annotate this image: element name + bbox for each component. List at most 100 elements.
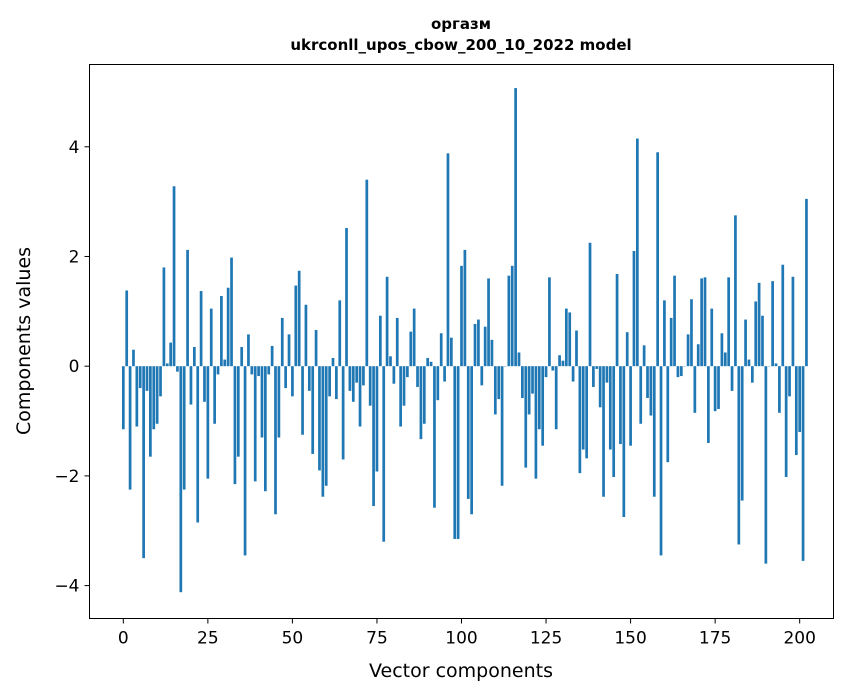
bar <box>537 366 541 430</box>
bar <box>270 345 274 367</box>
bar <box>223 359 227 367</box>
bar <box>686 334 690 367</box>
bar <box>145 366 149 391</box>
bar <box>453 366 457 539</box>
bar <box>625 332 629 367</box>
bar <box>247 334 250 367</box>
bar <box>750 366 754 383</box>
y-tick-label: 4 <box>69 138 80 158</box>
bar <box>142 366 145 559</box>
bar <box>348 366 352 391</box>
bar <box>287 334 291 367</box>
bar <box>578 366 582 474</box>
bar <box>720 333 724 367</box>
bar <box>368 366 372 406</box>
bar <box>165 363 169 367</box>
bar <box>805 198 808 367</box>
bar <box>669 317 673 367</box>
bar <box>257 366 260 377</box>
bar <box>307 366 311 391</box>
bar <box>619 366 622 445</box>
bar <box>186 249 189 367</box>
bar <box>358 366 362 427</box>
bar <box>629 366 632 446</box>
bar <box>426 357 430 367</box>
bar <box>659 366 663 556</box>
bar <box>409 331 413 367</box>
bar <box>487 278 490 367</box>
bar <box>385 276 389 367</box>
bar <box>341 366 345 460</box>
x-tick-label: 50 <box>282 629 304 649</box>
bar <box>527 366 531 415</box>
bar <box>575 330 578 367</box>
x-tick-label: 150 <box>614 629 646 649</box>
bar <box>466 366 470 499</box>
bar <box>707 366 710 443</box>
bar <box>791 276 795 367</box>
bar <box>507 275 511 367</box>
bar <box>592 366 595 388</box>
bar <box>375 366 379 472</box>
bar <box>297 270 301 367</box>
y-tick-label: 0 <box>69 357 80 377</box>
bar <box>710 308 714 367</box>
bar <box>213 366 216 424</box>
bar <box>713 366 717 412</box>
bar <box>514 88 517 367</box>
bar <box>585 366 588 459</box>
bar <box>446 153 450 367</box>
bar <box>328 366 331 397</box>
bars-group <box>121 88 808 593</box>
bar <box>663 300 666 367</box>
bar <box>159 366 162 397</box>
bar <box>531 366 534 394</box>
bar <box>541 366 545 446</box>
bar <box>243 366 247 556</box>
bar <box>771 281 774 367</box>
bar <box>182 366 186 490</box>
bar <box>696 344 700 367</box>
bar <box>646 366 649 398</box>
bar <box>460 265 463 367</box>
bar <box>236 366 240 457</box>
bar <box>632 251 636 367</box>
bar <box>301 366 304 435</box>
bar <box>138 366 142 389</box>
x-tick-label: 175 <box>699 629 731 649</box>
bar <box>267 366 271 375</box>
x-tick-label: 100 <box>445 629 477 649</box>
bar <box>429 361 433 367</box>
bar <box>192 346 196 367</box>
bar <box>595 366 599 369</box>
bar <box>737 366 741 545</box>
plot-area-frame <box>89 64 834 619</box>
bar <box>470 366 473 515</box>
bar <box>510 265 514 367</box>
bar <box>493 366 497 415</box>
bar <box>230 257 233 367</box>
bar <box>757 282 761 367</box>
bar <box>652 366 656 497</box>
bar <box>463 249 467 367</box>
bar <box>801 366 805 561</box>
bar <box>277 366 281 438</box>
bar <box>132 349 135 367</box>
bar <box>656 152 659 367</box>
y-tick-label: 2 <box>69 247 80 267</box>
bar <box>564 308 568 367</box>
bar <box>761 315 764 367</box>
bar <box>693 366 697 413</box>
bar <box>676 366 680 378</box>
bar <box>747 359 751 367</box>
y-tick-label: −4 <box>54 577 79 597</box>
bar <box>172 186 176 367</box>
bar <box>608 366 612 450</box>
bar <box>335 366 338 400</box>
bar <box>220 295 223 367</box>
bar <box>615 274 619 367</box>
bar <box>355 366 359 383</box>
bar <box>788 366 791 397</box>
bar <box>362 366 365 386</box>
